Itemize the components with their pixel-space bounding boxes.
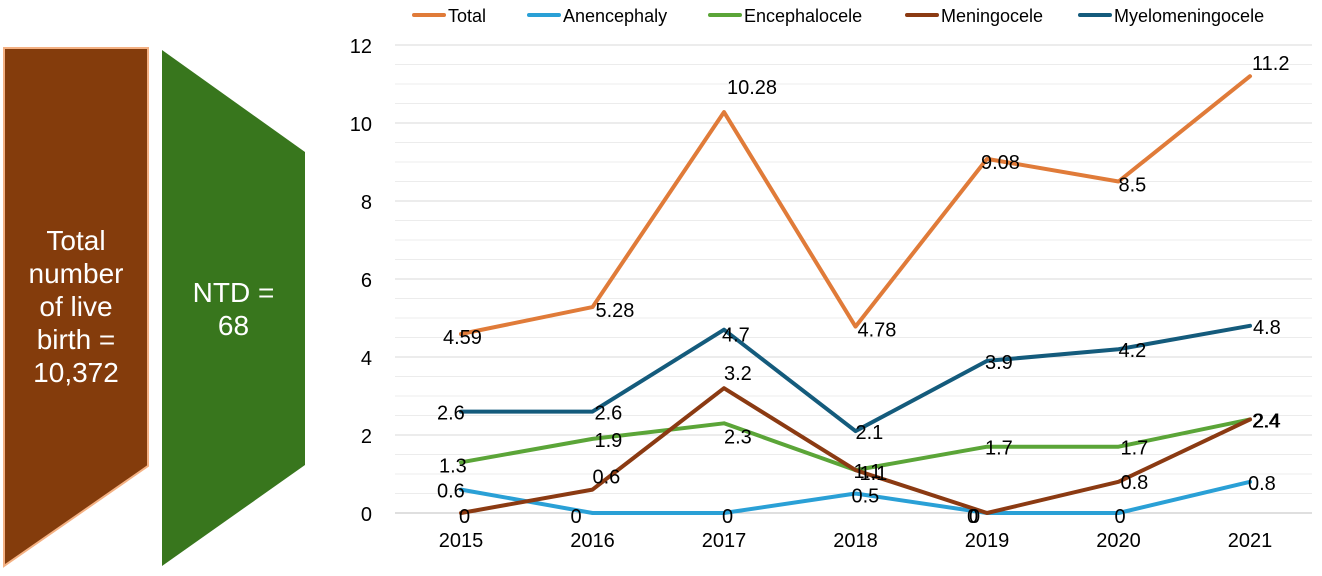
data-label-total: 5.28 <box>596 300 635 322</box>
data-label-anencephaly: 0 <box>967 506 978 528</box>
live-births-line: of live <box>39 291 113 322</box>
data-label-encephalocele: 1.3 <box>439 455 467 477</box>
series-line-meningocele <box>459 386 1252 515</box>
data-label-total: 8.5 <box>1119 175 1147 197</box>
chart-gridlines <box>395 44 1312 494</box>
data-label-myelomeningocele: 2.6 <box>595 403 623 425</box>
live-births-text: Total number of live birth = 10,372 <box>4 224 148 389</box>
x-tick-label: 2017 <box>702 530 747 552</box>
series-line-myelomeningocele <box>459 323 1252 434</box>
live-births-line: 10,372 <box>33 357 119 388</box>
live-births-line: Total <box>46 225 106 256</box>
x-tick-label: 2020 <box>1096 530 1141 552</box>
data-label-myelomeningocele: 3.9 <box>985 352 1013 374</box>
data-label-myelomeningocele: 4.2 <box>1119 340 1147 362</box>
y-tick-label: 10 <box>350 114 372 136</box>
data-label-encephalocele: 1.7 <box>1121 438 1149 460</box>
data-label-meningocele: 3.2 <box>724 363 752 385</box>
data-label-myelomeningocele: 2.6 <box>437 403 465 425</box>
y-tick-label: 6 <box>361 270 372 292</box>
y-tick-label: 4 <box>361 348 372 370</box>
ntd-line: NTD = <box>192 277 275 308</box>
chart-series <box>459 74 1252 515</box>
y-tick-label: 0 <box>361 504 372 526</box>
data-label-meningocele: 0.8 <box>1121 472 1149 494</box>
data-label-meningocele: 0 <box>459 506 470 528</box>
data-label-total: 4.59 <box>443 327 482 349</box>
data-label-anencephaly: 0.5 <box>852 486 880 508</box>
chart-legend: Total Anencephaly Encephalocele Meningocele… <box>412 6 1264 26</box>
legend-entry-anencephaly: Anencephaly <box>563 6 667 26</box>
y-tick-label: 2 <box>361 426 372 448</box>
data-label-anencephaly: 0.8 <box>1248 473 1276 495</box>
data-label-total: 11.2 <box>1252 53 1289 75</box>
live-births-line: birth = <box>36 324 116 355</box>
y-tick-label: 12 <box>350 36 372 58</box>
series-line-total <box>459 74 1252 336</box>
y-tick-label: 8 <box>361 192 372 214</box>
x-tick-label: 2019 <box>965 530 1010 552</box>
live-births-line: number <box>28 258 124 289</box>
x-tick-label: 2018 <box>833 530 878 552</box>
legend-entry-encephalocele: Encephalocele <box>744 6 862 26</box>
chart-axes: 0 2 4 6 8 10 12 2015 2016 2017 2018 2019 2020 2021 <box>350 36 1312 552</box>
ntd-arrow-shape <box>162 50 305 566</box>
data-label-myelomeningocele: 4.7 <box>722 325 750 347</box>
x-tick-label: 2021 <box>1228 530 1273 552</box>
data-label-encephalocele: 2.3 <box>724 426 752 448</box>
data-label-encephalocele: 2.4 <box>1252 410 1280 432</box>
data-label-encephalocele: 1.7 <box>985 438 1013 460</box>
data-label-anencephaly: 0 <box>571 506 582 528</box>
chart-data-labels: 4.59 5.28 10.28 4.78 9.08 8.5 11.2 0.6 0 0 0.5 0 0 0.… <box>437 53 1289 528</box>
data-label-anencephaly: 0 <box>722 506 733 528</box>
data-label-meningocele: 0 <box>969 506 980 528</box>
data-label-encephalocele: 1.9 <box>595 430 623 452</box>
legend-entry-meningocele: Meningocele <box>941 6 1043 26</box>
data-label-myelomeningocele: 4.8 <box>1253 317 1281 339</box>
data-label-myelomeningocele: 2.1 <box>856 422 884 444</box>
ntd-line: 68 <box>217 310 250 341</box>
data-label-encephalocele: 1.1 <box>860 463 888 485</box>
data-label-total: 4.78 <box>858 320 897 342</box>
data-label-meningocele: 0.6 <box>593 467 621 489</box>
x-tick-label: 2016 <box>570 530 615 552</box>
ntd-text: NTD = 68 <box>162 276 305 342</box>
data-label-total: 10.28 <box>727 77 777 99</box>
data-label-meningocele: 2.4 <box>1253 410 1281 432</box>
legend-entry-total: Total <box>448 6 486 26</box>
live-births-arrow-shape <box>3 47 149 568</box>
data-label-total: 9.08 <box>981 152 1020 174</box>
data-label-anencephaly: 0.6 <box>437 481 465 503</box>
data-label-meningocele: 1.1 <box>854 461 882 483</box>
series-line-anencephaly <box>459 479 1252 515</box>
data-label-anencephaly: 0 <box>1115 506 1126 528</box>
legend-entry-myelomeningocele: Myelomeningocele <box>1114 6 1264 26</box>
x-tick-label: 2015 <box>439 530 484 552</box>
